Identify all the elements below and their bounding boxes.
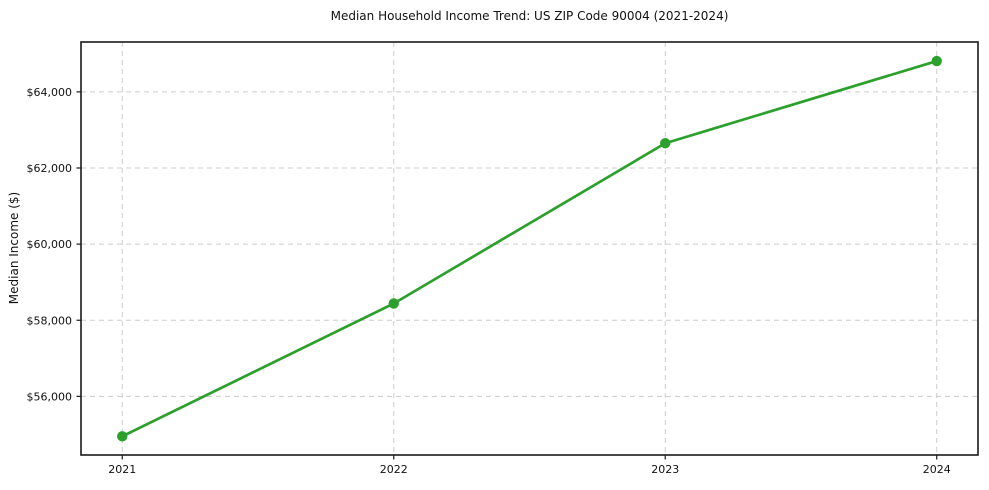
axes-spine [80, 41, 979, 456]
trend-line [120, 59, 939, 438]
data-point-2021 [117, 431, 128, 442]
data-point-2022 [388, 298, 399, 309]
y-tick-label: $60,000 [27, 238, 73, 251]
y-tick-label: $58,000 [27, 314, 73, 327]
y-tick-label: $64,000 [27, 86, 73, 99]
chart-title: Median Household Income Trend: US ZIP Co… [330, 9, 729, 23]
x-tick-label: 2024 [923, 463, 951, 476]
x-tick-label: 2022 [380, 463, 408, 476]
y-tick-label: $56,000 [27, 390, 73, 403]
data-point-2023 [660, 138, 671, 149]
data-point-2024 [931, 55, 942, 67]
x-tick-label: 2021 [108, 463, 136, 476]
y-tick-label: $62,000 [27, 162, 73, 175]
x-tick-label: 2023 [651, 463, 679, 476]
